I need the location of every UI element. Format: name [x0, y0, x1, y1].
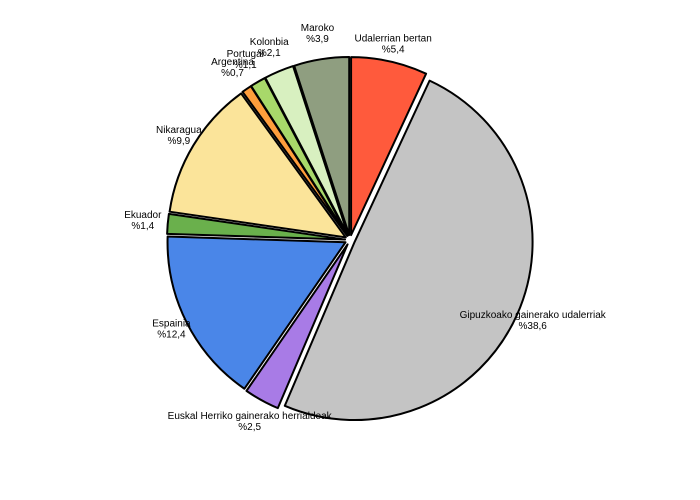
pie-slice	[168, 92, 347, 239]
slice-label: Ekuador	[124, 210, 162, 221]
pie-slice	[293, 56, 351, 237]
slice-label: Euskal Herriko gainerako herrialdeak	[168, 411, 333, 422]
slice-value-label: %0,7	[221, 68, 244, 79]
pie-slice	[166, 212, 347, 241]
pie-slice	[350, 56, 428, 237]
slice-label: Espainia	[152, 319, 191, 330]
slice-value-label: %12,4	[157, 330, 186, 341]
slice-label: Nikaragua	[156, 125, 202, 136]
pie-slice	[166, 235, 347, 390]
slice-value-label: %1,1	[234, 60, 257, 71]
slice-value-label: %1,4	[131, 221, 154, 232]
slice-label: Udalerrian bertan	[355, 33, 432, 44]
slice-label: Portugal	[227, 49, 264, 60]
pie-slice	[264, 65, 350, 237]
slice-label: Gipuzkoako gainerako udalerriak	[460, 310, 607, 321]
slice-value-label: %3,9	[306, 34, 329, 45]
slice-value-label: %5,4	[382, 44, 405, 55]
slice-value-label: %2,5	[238, 422, 261, 433]
slice-label: Argentina	[211, 57, 254, 68]
slice-value-label: %38,6	[519, 321, 548, 332]
pie-slice	[245, 243, 349, 410]
slice-label: Maroko	[301, 23, 335, 34]
pie-slice	[283, 79, 534, 421]
slice-label: Kolonbia	[250, 37, 289, 48]
slice-value-label: %2,1	[258, 48, 281, 59]
slice-value-label: %9,9	[167, 136, 190, 147]
